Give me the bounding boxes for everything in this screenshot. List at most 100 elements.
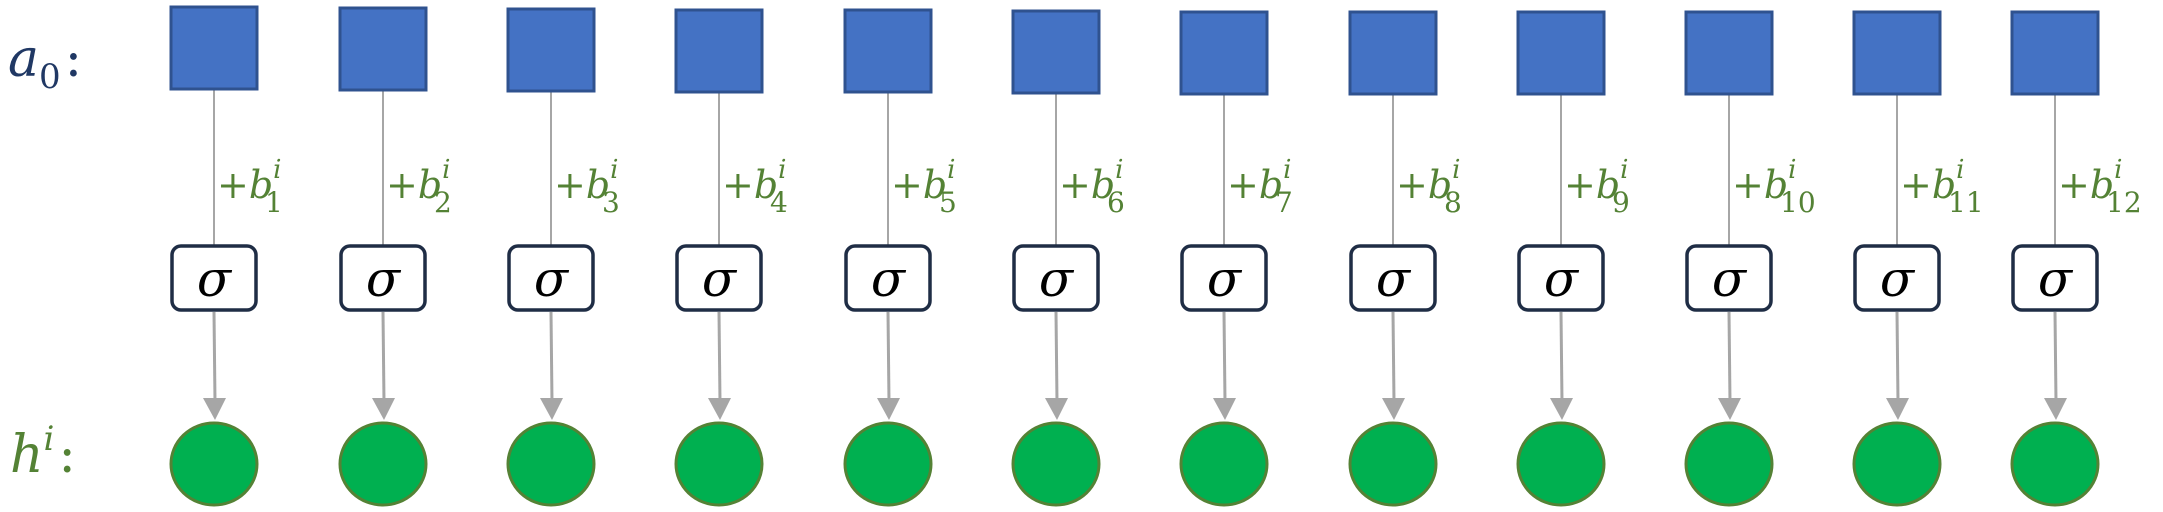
bias-label-subscript: 8 (1444, 186, 1462, 219)
bias-label-superscript: i (1452, 155, 1460, 185)
bias-label: +bi 1 (217, 155, 283, 219)
activation-box (339, 244, 427, 312)
bias-label-subscript: 6 (1107, 186, 1125, 219)
neuron-column: +bi 12 σ (2010, 10, 2142, 507)
output-unit-circle (2010, 421, 2100, 507)
output-arrowhead (1718, 398, 1741, 420)
output-unit-circle (1348, 421, 1438, 507)
neuron-column: +bi 7 σ (1179, 10, 1293, 507)
neuron-column: +bi 11 σ (1852, 10, 1984, 507)
output-arrow-line (1559, 311, 1564, 403)
bias-label-prefix: + (891, 163, 923, 207)
activation-box (1853, 244, 1941, 312)
neuron-column: +bi 6σ (1011, 9, 1125, 507)
output-arrow-line (549, 311, 554, 403)
activation-symbol: σ (1039, 250, 1075, 308)
bias-label-subscript: 5 (939, 186, 957, 219)
bias-label-subscript: 10 (1780, 186, 1816, 219)
output-arrowhead (877, 398, 900, 420)
input-unit-square (338, 6, 428, 92)
bias-label: +bi 4 (722, 155, 788, 219)
input-unit-square (169, 5, 259, 91)
bias-label-prefix: + (554, 163, 586, 207)
activation-symbol: σ (1544, 250, 1580, 308)
output-arrowhead (1550, 398, 1573, 420)
bias-label-symbol: b (418, 163, 442, 207)
input-unit-square (674, 8, 764, 94)
bias-label-prefix: + (1396, 163, 1428, 207)
bias-label-superscript: i (1620, 155, 1628, 185)
output-unit-circle (1684, 421, 1774, 507)
output-arrow-line (212, 311, 217, 403)
top-row-label-suffix: : (65, 29, 83, 89)
activation-symbol: σ (1880, 250, 1916, 308)
activation-symbol: σ (534, 250, 570, 308)
top-row-label-subscript: 0 (39, 57, 61, 97)
activation-box (2011, 244, 2099, 312)
bias-label-symbol: b (1932, 163, 1956, 207)
neuron-column: +bi 2σ (338, 6, 452, 507)
bias-label-prefix: + (1227, 163, 1259, 207)
bias-label-subscript: 3 (602, 186, 620, 219)
bias-label-symbol: b (1428, 163, 1452, 207)
activation-symbol: σ (1712, 250, 1748, 308)
output-arrow-line (1222, 311, 1227, 403)
bias-label-symbol: b (1596, 163, 1620, 207)
bias-label-superscript: i (1115, 155, 1123, 185)
bottom-row-label-superscript: i (44, 419, 55, 459)
bias-label: +bi 12 (2058, 155, 2142, 219)
bias-label-superscript: i (442, 155, 450, 185)
output-arrow-line (1895, 311, 1900, 403)
bottom-row-label-suffix: : (58, 425, 76, 485)
bias-label-prefix: + (1059, 163, 1091, 207)
bias-label-prefix: + (722, 163, 754, 207)
bias-label-superscript: i (1956, 155, 1964, 185)
activation-box (507, 244, 595, 312)
activation-symbol: σ (1207, 250, 1243, 308)
input-unit-square (1011, 9, 1101, 95)
input-unit-square (1348, 10, 1438, 96)
activation-box (1012, 244, 1100, 312)
output-arrowhead (540, 398, 563, 420)
output-unit-circle (674, 421, 764, 507)
bias-label-superscript: i (610, 155, 618, 185)
bias-label-subscript: 7 (1275, 186, 1293, 219)
input-unit-square (506, 7, 596, 93)
bias-label-symbol: b (754, 163, 778, 207)
activation-symbol: σ (2038, 250, 2074, 308)
bias-label-prefix: + (217, 163, 249, 207)
bias-label-prefix: + (1564, 163, 1596, 207)
activation-box (844, 244, 932, 312)
activation-box (1349, 244, 1437, 312)
output-unit-circle (1179, 421, 1269, 507)
neuron-column: +bi 4 σ (674, 8, 788, 507)
bias-label-superscript: i (273, 155, 281, 185)
neuron-column: +bi 3σ (506, 7, 620, 507)
activation-symbol: σ (1376, 250, 1412, 308)
input-unit-square (1852, 10, 1942, 96)
input-unit-square (1516, 10, 1606, 96)
neuron-columns: +bi 1σ+bi 2σ+bi 3σ+bi 4σ+bi 5σ+bi 6σ+bi 7σ+bi 8σ… (169, 5, 2142, 507)
output-arrowhead (1045, 398, 1068, 420)
bias-label: +bi 5 (891, 155, 957, 219)
bias-label-subscript: 2 (434, 186, 452, 219)
output-arrowhead (2044, 398, 2067, 420)
input-unit-square (1179, 10, 1269, 96)
output-arrow-line (1054, 311, 1059, 403)
bias-label-superscript: i (947, 155, 955, 185)
bias-label: +bi 10 (1732, 155, 1816, 219)
output-unit-circle (338, 421, 428, 507)
activation-symbol: σ (197, 250, 233, 308)
activation-symbol: σ (702, 250, 738, 308)
output-arrowhead (1213, 398, 1236, 420)
bias-label-prefix: + (1732, 163, 1764, 207)
bias-label-subscript: 4 (770, 186, 788, 219)
bias-label-symbol: b (1764, 163, 1788, 207)
activation-box (170, 244, 258, 312)
neuron-column: +bi 5σ (843, 8, 957, 507)
bias-label-symbol: b (1091, 163, 1115, 207)
bias-label: +bi 11 (1900, 155, 1984, 219)
activation-symbol: σ (366, 250, 402, 308)
bias-label: +bi 7 (1227, 155, 1293, 219)
bias-label-superscript: i (2114, 155, 2122, 185)
